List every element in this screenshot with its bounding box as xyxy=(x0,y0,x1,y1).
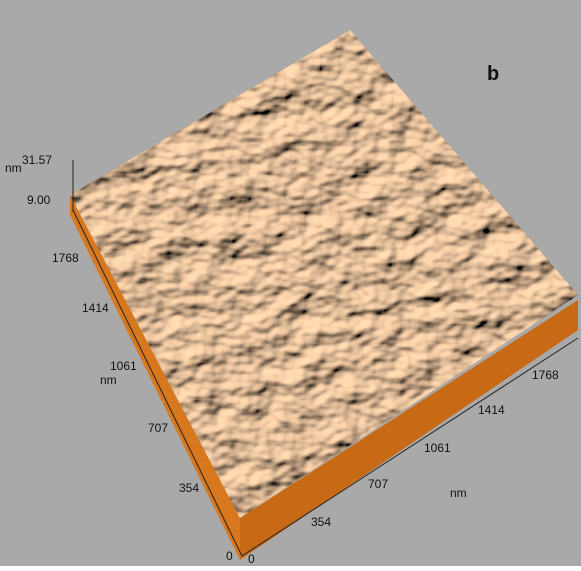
x-tick-label: 1061 xyxy=(424,441,451,455)
front-wall xyxy=(240,300,578,560)
y-unit: nm xyxy=(100,373,117,387)
y-tick-label: 707 xyxy=(148,421,168,435)
panel-label: b xyxy=(487,63,499,85)
x-tick-label: 707 xyxy=(368,477,388,491)
x-tick-label: 354 xyxy=(311,515,331,529)
z-min: 9.00 xyxy=(27,193,51,207)
y-tick-label: 1768 xyxy=(52,251,79,265)
y-tick-label: 1061 xyxy=(110,359,137,373)
x-unit: nm xyxy=(450,486,467,500)
y-tick-label: 1414 xyxy=(82,301,109,315)
z-max: 31.57 xyxy=(22,153,52,167)
axis-lines xyxy=(72,160,579,557)
x-tick-label: 0 xyxy=(248,552,255,566)
x-tick-label: 1768 xyxy=(532,368,559,382)
z-unit: nm xyxy=(5,161,22,175)
x-tick-label: 1414 xyxy=(478,403,505,417)
y-tick-label: 354 xyxy=(179,481,199,495)
y-tick-label: 0 xyxy=(226,549,233,563)
